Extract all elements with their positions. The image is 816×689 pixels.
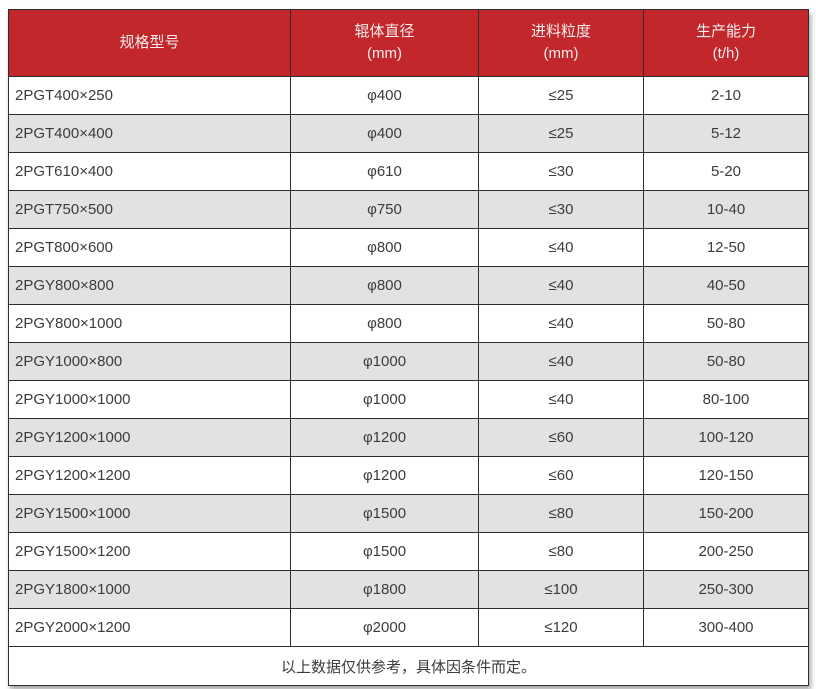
- capacity-cell: 40-50: [643, 266, 809, 305]
- capacity-cell: 150-200: [643, 494, 809, 533]
- diameter-cell: φ1200: [290, 418, 479, 457]
- header-label: 辊体直径: [354, 23, 415, 40]
- feed-size-cell: ≤25: [478, 114, 644, 153]
- table-row: 2PGT750×500 φ750 ≤30 10-40: [8, 190, 809, 229]
- feed-size-cell: ≤25: [478, 76, 644, 115]
- diameter-cell: φ1500: [290, 532, 479, 571]
- diameter-cell: φ1800: [290, 570, 479, 609]
- feed-size-cell: ≤40: [478, 228, 644, 267]
- model-cell: 2PGY1200×1200: [8, 456, 291, 495]
- header-unit: (mm): [367, 45, 402, 62]
- model-cell: 2PGT400×250: [8, 76, 291, 115]
- model-cell: 2PGY1200×1000: [8, 418, 291, 457]
- feed-size-cell: ≤80: [478, 532, 644, 571]
- table-row: 2PGT400×400 φ400 ≤25 5-12: [8, 114, 809, 153]
- table-row: 2PGY1200×1000 φ1200 ≤60 100-120: [8, 418, 809, 457]
- header-cell: 进料粒度 (mm): [478, 9, 644, 77]
- header-cell: 规格型号: [8, 9, 291, 77]
- capacity-cell: 5-12: [643, 114, 809, 153]
- feed-size-cell: ≤40: [478, 304, 644, 343]
- capacity-cell: 120-150: [643, 456, 809, 495]
- table-row: 2PGT800×600 φ800 ≤40 12-50: [8, 228, 809, 267]
- feed-size-cell: ≤60: [478, 418, 644, 457]
- capacity-cell: 80-100: [643, 380, 809, 419]
- header-row: 规格型号 辊体直径 (mm) 进料粒度 (mm) 生产能力 (t/h): [8, 9, 809, 77]
- capacity-cell: 10-40: [643, 190, 809, 229]
- table-row: 2PGY1000×800 φ1000 ≤40 50-80: [8, 342, 809, 381]
- diameter-cell: φ750: [290, 190, 479, 229]
- spec-table: 规格型号 辊体直径 (mm) 进料粒度 (mm) 生产能力 (t/h) 2PGT400×25…: [8, 9, 809, 686]
- table-body: 2PGT400×250 φ400 ≤25 2-10 2PGT400×400 φ400 ≤25…: [8, 76, 809, 647]
- diameter-cell: φ800: [290, 304, 479, 343]
- diameter-cell: φ1000: [290, 342, 479, 381]
- model-cell: 2PGY800×800: [8, 266, 291, 305]
- table-row: 2PGY1500×1200 φ1500 ≤80 200-250: [8, 532, 809, 571]
- capacity-cell: 200-250: [643, 532, 809, 571]
- header-cell: 生产能力 (t/h): [643, 9, 809, 77]
- feed-size-cell: ≤40: [478, 266, 644, 305]
- capacity-cell: 2-10: [643, 76, 809, 115]
- feed-size-cell: ≤30: [478, 152, 644, 191]
- capacity-cell: 300-400: [643, 608, 809, 647]
- model-cell: 2PGY800×1000: [8, 304, 291, 343]
- table-row: 2PGY2000×1200 φ2000 ≤120 300-400: [8, 608, 809, 647]
- diameter-cell: φ400: [290, 76, 479, 115]
- model-cell: 2PGY1500×1000: [8, 494, 291, 533]
- header-label: 进料粒度: [530, 23, 591, 40]
- table-row: 2PGT400×250 φ400 ≤25 2-10: [8, 76, 809, 115]
- capacity-cell: 100-120: [643, 418, 809, 457]
- feed-size-cell: ≤80: [478, 494, 644, 533]
- header-cell: 辊体直径 (mm): [290, 9, 479, 77]
- table-row: 2PGY1500×1000 φ1500 ≤80 150-200: [8, 494, 809, 533]
- table-row: 2PGY1200×1200 φ1200 ≤60 120-150: [8, 456, 809, 495]
- capacity-cell: 12-50: [643, 228, 809, 267]
- header-label: 生产能力: [695, 23, 756, 40]
- feed-size-cell: ≤40: [478, 342, 644, 381]
- table-row: 2PGY800×800 φ800 ≤40 40-50: [8, 266, 809, 305]
- feed-size-cell: ≤100: [478, 570, 644, 609]
- capacity-cell: 5-20: [643, 152, 809, 191]
- footer-note: 以上数据仅供参考，具体因条件而定。: [8, 646, 809, 686]
- table-row: 2PGY1800×1000 φ1800 ≤100 250-300: [8, 570, 809, 609]
- diameter-cell: φ1000: [290, 380, 479, 419]
- model-cell: 2PGY1000×1000: [8, 380, 291, 419]
- table-row: 2PGY800×1000 φ800 ≤40 50-80: [8, 304, 809, 343]
- diameter-cell: φ800: [290, 228, 479, 267]
- diameter-cell: φ800: [290, 266, 479, 305]
- feed-size-cell: ≤30: [478, 190, 644, 229]
- diameter-cell: φ2000: [290, 608, 479, 647]
- header-unit: (mm): [543, 45, 579, 62]
- diameter-cell: φ1200: [290, 456, 479, 495]
- model-cell: 2PGT750×500: [8, 190, 291, 229]
- diameter-cell: φ1500: [290, 494, 479, 533]
- feed-size-cell: ≤120: [478, 608, 644, 647]
- model-cell: 2PGY1800×1000: [8, 570, 291, 609]
- capacity-cell: 50-80: [643, 304, 809, 343]
- model-cell: 2PGY1000×800: [8, 342, 291, 381]
- capacity-cell: 50-80: [643, 342, 809, 381]
- diameter-cell: φ610: [290, 152, 479, 191]
- table-row: 2PGY1000×1000 φ1000 ≤40 80-100: [8, 380, 809, 419]
- feed-size-cell: ≤40: [478, 380, 644, 419]
- feed-size-cell: ≤60: [478, 456, 644, 495]
- model-cell: 2PGT610×400: [8, 152, 291, 191]
- table-row: 2PGT610×400 φ610 ≤30 5-20: [8, 152, 809, 191]
- table-header: 规格型号 辊体直径 (mm) 进料粒度 (mm) 生产能力 (t/h): [8, 9, 809, 77]
- diameter-cell: φ400: [290, 114, 479, 153]
- model-cell: 2PGY1500×1200: [8, 532, 291, 571]
- table-footer: 以上数据仅供参考，具体因条件而定。: [8, 646, 809, 686]
- model-cell: 2PGT800×600: [8, 228, 291, 267]
- header-unit: (t/h): [712, 45, 740, 62]
- model-cell: 2PGT400×400: [8, 114, 291, 153]
- model-cell: 2PGY2000×1200: [8, 608, 291, 647]
- footer-row: 以上数据仅供参考，具体因条件而定。: [8, 646, 809, 686]
- capacity-cell: 250-300: [643, 570, 809, 609]
- header-label: 规格型号: [119, 34, 180, 51]
